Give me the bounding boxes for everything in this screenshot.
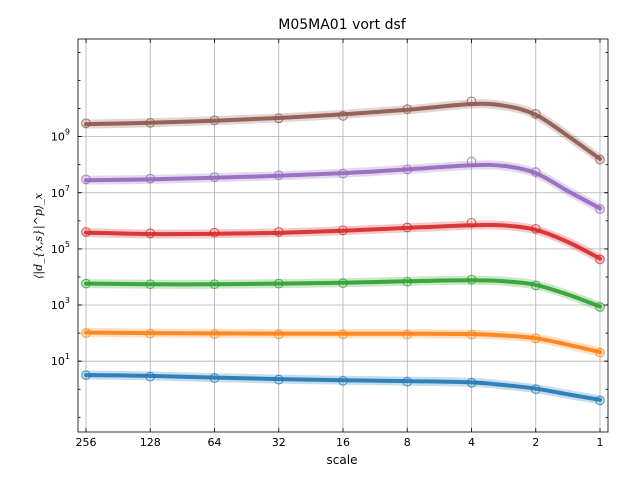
series-line	[84, 101, 602, 161]
data-point-marker	[402, 329, 413, 340]
data-point-marker	[209, 172, 220, 182]
x-tick-label: 16	[336, 436, 350, 449]
x-tick-label: 256	[76, 436, 97, 449]
data-point-marker	[530, 167, 541, 177]
x-tick-label: 32	[272, 436, 286, 449]
data-point-marker	[145, 279, 156, 290]
series-3	[81, 274, 605, 312]
data-point-marker	[81, 118, 91, 129]
series-line	[84, 222, 602, 261]
y-tick-label: 107	[51, 184, 70, 200]
data-point-marker	[466, 156, 477, 167]
data-point-marker	[81, 174, 91, 185]
data-point-marker	[530, 384, 541, 395]
data-point-marker	[273, 374, 284, 385]
x-tick-label: 64	[208, 436, 222, 449]
y-tick-label: 103	[51, 296, 70, 312]
data-point-marker	[81, 227, 91, 237]
y-axis-label: ⟨|d_{x,s}|^p⟩_x	[32, 192, 46, 279]
x-axis-label: scale	[327, 453, 358, 467]
data-point-marker	[273, 278, 284, 289]
data-point-marker	[466, 329, 477, 340]
data-point-marker	[466, 217, 477, 228]
data-point-marker	[402, 276, 413, 287]
data-point-marker	[209, 373, 220, 383]
data-point-marker	[466, 377, 477, 388]
x-tick-label: 8	[404, 436, 411, 449]
data-point-marker	[466, 274, 477, 285]
y-tick-label: 101	[51, 352, 70, 368]
data-point-marker	[338, 278, 348, 289]
y-tick-label: 109	[51, 128, 70, 144]
y-tick-label: 105	[51, 240, 70, 256]
x-tick-label: 128	[140, 436, 161, 449]
data-point-marker	[530, 333, 541, 344]
x-tick-label: 2	[532, 436, 539, 449]
data-point-marker	[402, 222, 413, 233]
series-line	[84, 330, 602, 355]
data-point-marker	[402, 164, 413, 175]
data-point-marker	[81, 278, 91, 289]
data-point-marker	[595, 302, 605, 312]
data-point-marker	[530, 108, 541, 119]
data-point-marker	[530, 280, 541, 291]
data-point-marker	[81, 328, 91, 338]
data-point-marker	[530, 223, 541, 234]
data-point-marker	[402, 104, 413, 115]
data-point-marker	[145, 117, 156, 128]
data-point-marker	[402, 376, 413, 387]
data-point-marker	[273, 329, 284, 340]
ticks-layer: 256 128 64 32 16 8 4 2 1 101 103 105 107 109	[51, 39, 608, 449]
series-5	[81, 156, 605, 215]
data-point-marker	[595, 395, 605, 406]
series-line	[84, 278, 602, 309]
data-point-marker	[273, 227, 284, 237]
data-point-marker	[595, 154, 605, 165]
series-line	[84, 162, 602, 211]
data-point-marker	[595, 347, 605, 358]
data-point-marker	[145, 371, 156, 382]
series-6	[81, 96, 605, 165]
data-point-marker	[81, 370, 91, 380]
data-point-marker	[338, 375, 348, 386]
data-point-marker	[273, 170, 284, 181]
chart-title: M05MA01 vort dsf	[278, 17, 407, 33]
data-point-marker	[338, 110, 348, 121]
x-tick-label: 4	[468, 436, 475, 449]
series-line	[84, 373, 602, 402]
series-layer	[81, 96, 605, 406]
series-4	[81, 217, 605, 265]
data-point-marker	[273, 113, 284, 124]
data-point-marker	[209, 279, 220, 290]
data-point-marker	[595, 254, 605, 265]
data-point-marker	[145, 328, 156, 339]
x-tick-label: 1	[597, 436, 604, 449]
data-point-marker	[209, 115, 220, 126]
data-point-marker	[338, 225, 348, 236]
data-point-marker	[595, 204, 605, 215]
data-point-marker	[145, 228, 156, 239]
data-point-marker	[209, 227, 220, 238]
data-point-marker	[209, 329, 220, 339]
series-1	[81, 370, 605, 406]
data-point-marker	[145, 173, 156, 184]
series-2	[81, 328, 605, 358]
data-point-marker	[338, 329, 348, 340]
data-point-marker	[466, 96, 477, 107]
data-point-marker	[338, 168, 348, 179]
